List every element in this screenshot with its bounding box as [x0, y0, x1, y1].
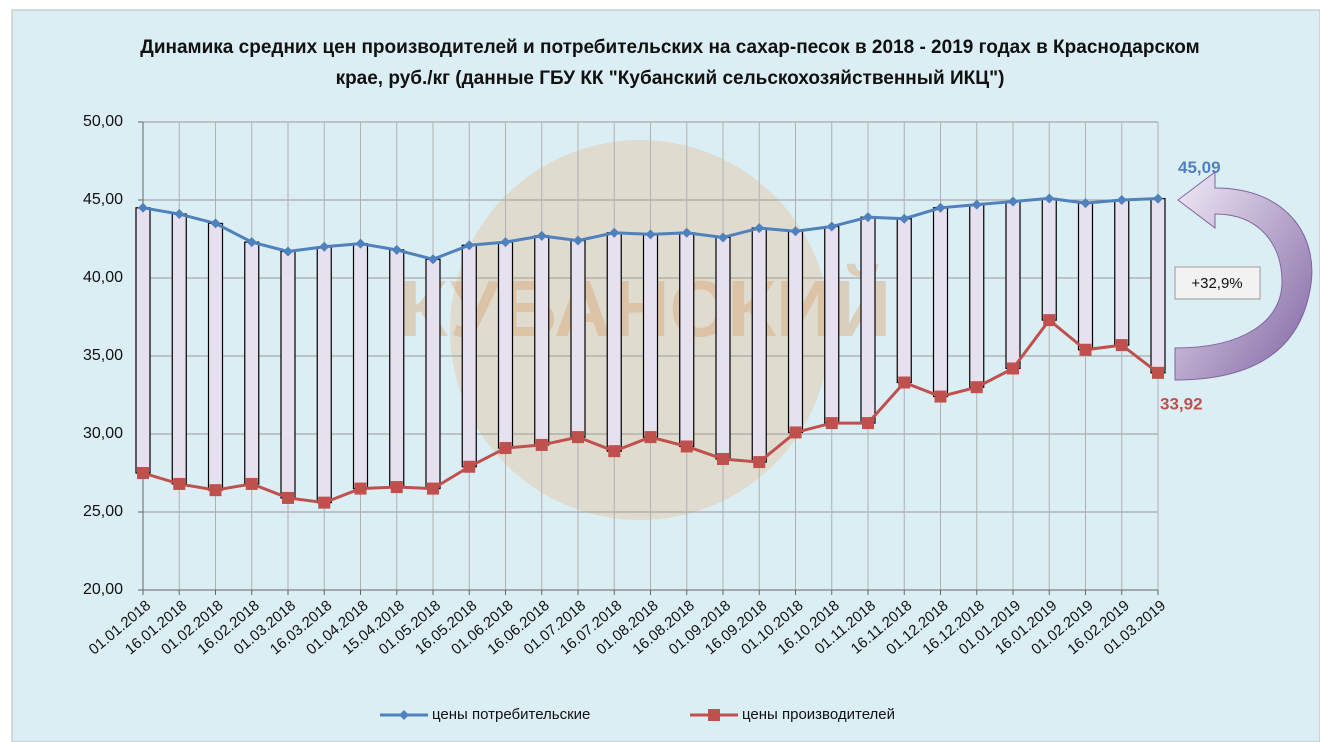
value-label: 33,92 — [1160, 394, 1203, 413]
point — [173, 478, 185, 490]
point — [1007, 362, 1019, 374]
point — [137, 467, 149, 479]
up-down-bar — [535, 236, 549, 445]
chart-title: Динамика средних цен производителей и по… — [140, 32, 1200, 94]
up-down-bar — [281, 251, 295, 497]
up-down-bar — [934, 208, 948, 397]
y-tick-label: 20,00 — [83, 581, 123, 598]
page: КУБАНСКИЙ20,0025,0030,0035,0040,0045,005… — [0, 0, 1320, 742]
point — [1080, 344, 1092, 356]
point — [608, 445, 620, 457]
point — [826, 417, 838, 429]
legend-marker — [708, 709, 720, 721]
point — [318, 497, 330, 509]
point — [282, 492, 294, 504]
up-down-bar — [1006, 202, 1020, 369]
up-down-bar — [317, 247, 331, 503]
y-tick-label: 50,00 — [83, 113, 123, 130]
point — [391, 481, 403, 493]
legend-label: цены потребительские — [432, 706, 590, 723]
up-down-bar — [970, 205, 984, 388]
up-down-bar — [644, 234, 658, 437]
up-down-bar — [499, 242, 513, 448]
up-down-bar — [571, 241, 585, 438]
up-down-bar — [136, 208, 150, 473]
point — [898, 377, 910, 389]
up-down-bar — [354, 244, 368, 489]
point — [355, 483, 367, 495]
up-down-bar — [716, 237, 730, 459]
chart: КУБАНСКИЙ20,0025,0030,0035,0040,0045,005… — [0, 0, 1320, 742]
point — [210, 484, 222, 496]
up-down-bar — [172, 214, 186, 484]
up-down-bar — [825, 227, 839, 424]
point — [572, 431, 584, 443]
point — [753, 456, 765, 468]
point — [1152, 367, 1164, 379]
up-down-bar — [752, 228, 766, 462]
legend-label: цены производителей — [742, 706, 895, 723]
up-down-bar — [897, 219, 911, 383]
up-down-bar — [209, 223, 223, 490]
point — [645, 431, 657, 443]
point — [790, 426, 802, 438]
point — [862, 417, 874, 429]
up-down-bar — [245, 242, 259, 484]
point — [1116, 339, 1128, 351]
y-tick-label: 25,00 — [83, 503, 123, 520]
up-down-bar — [789, 231, 803, 432]
up-down-bar — [1115, 200, 1129, 345]
y-tick-label: 30,00 — [83, 425, 123, 442]
change-label: +32,9% — [1191, 275, 1242, 292]
up-down-bar — [426, 259, 440, 488]
up-down-bar — [390, 250, 404, 487]
point — [971, 381, 983, 393]
up-down-bar — [1042, 198, 1056, 320]
y-tick-label: 40,00 — [83, 269, 123, 286]
point — [246, 478, 258, 490]
y-tick-label: 35,00 — [83, 347, 123, 364]
point — [500, 442, 512, 454]
point — [1043, 314, 1055, 326]
up-down-bar — [607, 233, 621, 451]
point — [463, 461, 475, 473]
point — [536, 439, 548, 451]
point — [935, 391, 947, 403]
up-down-bar — [861, 217, 875, 423]
up-down-bar — [680, 233, 694, 447]
point — [717, 453, 729, 465]
y-tick-label: 45,00 — [83, 191, 123, 208]
point — [681, 440, 693, 452]
up-down-bar — [462, 245, 476, 467]
up-down-bar — [1079, 203, 1093, 350]
point — [427, 483, 439, 495]
up-down-bar — [1151, 199, 1165, 373]
